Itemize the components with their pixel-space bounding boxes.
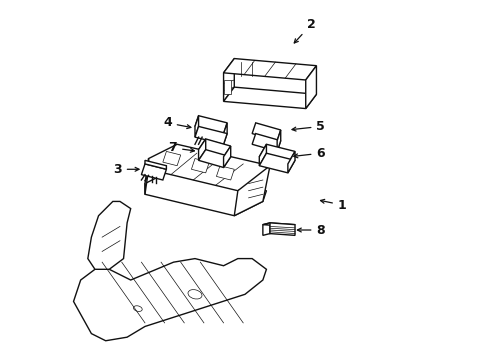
Polygon shape xyxy=(145,169,267,216)
Polygon shape xyxy=(223,59,317,80)
Polygon shape xyxy=(263,223,270,235)
Text: 3: 3 xyxy=(113,163,139,176)
Polygon shape xyxy=(252,123,281,141)
Polygon shape xyxy=(270,223,295,235)
Text: 1: 1 xyxy=(320,198,346,212)
Polygon shape xyxy=(74,258,267,341)
Polygon shape xyxy=(263,223,295,226)
Text: 5: 5 xyxy=(292,120,325,133)
Polygon shape xyxy=(88,202,131,269)
Polygon shape xyxy=(259,153,295,173)
Text: 6: 6 xyxy=(294,147,325,160)
Text: 8: 8 xyxy=(297,224,325,237)
Text: 4: 4 xyxy=(163,116,191,129)
Polygon shape xyxy=(223,123,227,144)
Text: 7: 7 xyxy=(169,141,195,154)
Text: 2: 2 xyxy=(294,18,316,43)
Polygon shape xyxy=(198,139,206,160)
Polygon shape xyxy=(223,87,317,109)
Polygon shape xyxy=(148,144,270,191)
Ellipse shape xyxy=(188,289,202,299)
Polygon shape xyxy=(198,150,231,167)
Polygon shape xyxy=(306,66,317,109)
Polygon shape xyxy=(145,158,148,194)
Polygon shape xyxy=(195,126,227,144)
Polygon shape xyxy=(277,130,281,152)
Polygon shape xyxy=(252,134,281,152)
Polygon shape xyxy=(223,59,234,102)
Polygon shape xyxy=(223,80,231,94)
Polygon shape xyxy=(234,166,270,216)
Polygon shape xyxy=(145,160,167,169)
Polygon shape xyxy=(259,144,267,166)
Polygon shape xyxy=(195,116,198,137)
Polygon shape xyxy=(223,146,231,167)
Polygon shape xyxy=(259,144,295,164)
Ellipse shape xyxy=(133,306,142,311)
Polygon shape xyxy=(192,158,209,173)
Polygon shape xyxy=(198,139,231,157)
Polygon shape xyxy=(288,152,295,173)
Polygon shape xyxy=(163,152,181,166)
Polygon shape xyxy=(142,164,167,180)
Polygon shape xyxy=(217,166,234,180)
Polygon shape xyxy=(195,116,227,134)
